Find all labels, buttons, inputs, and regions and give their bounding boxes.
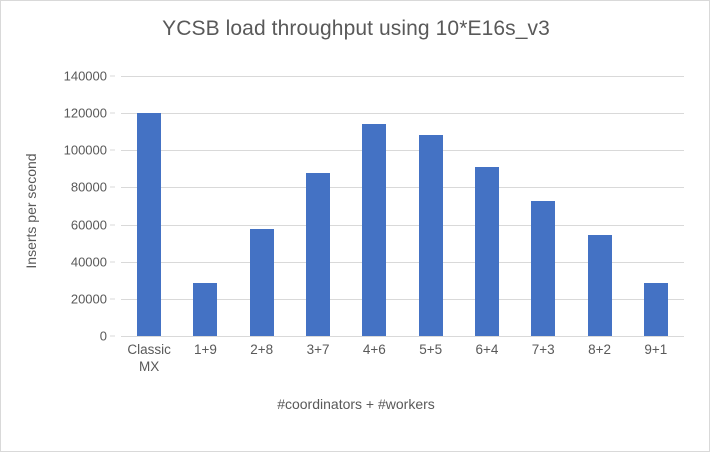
bar xyxy=(193,283,218,336)
gridline xyxy=(121,187,684,189)
bar-series xyxy=(121,76,684,336)
bar xyxy=(587,234,612,336)
x-axis-tick-label: 6+4 xyxy=(475,342,499,357)
y-axis-tick-label: 20000 xyxy=(70,291,107,307)
bar xyxy=(643,283,668,336)
y-axis-tick-mark xyxy=(110,261,115,263)
y-axis-tick-label: 140000 xyxy=(63,68,107,84)
bar xyxy=(306,172,331,336)
x-axis-tick-label: 9+1 xyxy=(644,342,668,357)
x-axis-tick-label: 4+6 xyxy=(362,342,386,357)
bar xyxy=(418,134,443,336)
gridline xyxy=(121,261,684,263)
y-axis-title: Inserts per second xyxy=(23,153,39,269)
bar xyxy=(531,201,556,336)
bar xyxy=(474,167,499,336)
x-axis-tick-label: 3+7 xyxy=(306,342,330,357)
x-axis-tick-label: 7+3 xyxy=(531,342,555,357)
y-axis-tick-mark xyxy=(110,75,115,77)
x-axis-tick-label: Classic MX xyxy=(127,342,171,374)
y-axis-tick-label: 0 xyxy=(99,328,107,344)
gridline xyxy=(121,150,684,152)
y-axis-tick-mark xyxy=(110,149,115,151)
y-axis-tick-mark xyxy=(110,112,115,114)
x-axis-title: #coordinators + #workers xyxy=(277,396,435,412)
plot-area xyxy=(121,76,684,337)
y-axis-tick-labels: 140000 120000 100000 80000 60000 40000 20000 0 xyxy=(53,69,115,344)
x-axis-tick-label: 8+2 xyxy=(588,342,611,357)
x-axis-tick-label: 5+5 xyxy=(419,342,443,357)
y-axis-tick-label: 100000 xyxy=(63,142,107,158)
x-axis-tick-labels: Classic MX 1+9 2+8 3+7 4+6 5+5 6+4 7+3 8+2 9+1 xyxy=(121,341,684,385)
gridline xyxy=(121,336,684,337)
x-axis-tick-label: 1+9 xyxy=(193,342,217,357)
y-axis-tick-label: 60000 xyxy=(70,217,107,233)
bar xyxy=(362,124,387,336)
y-axis-tick-label: 80000 xyxy=(70,179,107,195)
y-axis-tick-mark xyxy=(110,335,115,337)
y-axis-tick-label: 120000 xyxy=(63,105,107,121)
y-axis-tick-mark xyxy=(110,224,115,226)
y-axis-tick-label: 40000 xyxy=(70,254,107,270)
gridline xyxy=(121,113,684,115)
chart-title: YCSB load throughput using 10*E16s_v3 xyxy=(162,17,550,40)
gridline xyxy=(121,76,684,77)
y-axis-tick-mark xyxy=(110,186,115,188)
x-axis-tick-label: 2+8 xyxy=(250,342,274,357)
bar xyxy=(137,113,162,336)
gridline xyxy=(121,224,684,226)
bar xyxy=(249,228,274,336)
y-axis-tick-mark xyxy=(110,298,115,300)
gridline xyxy=(121,298,684,300)
